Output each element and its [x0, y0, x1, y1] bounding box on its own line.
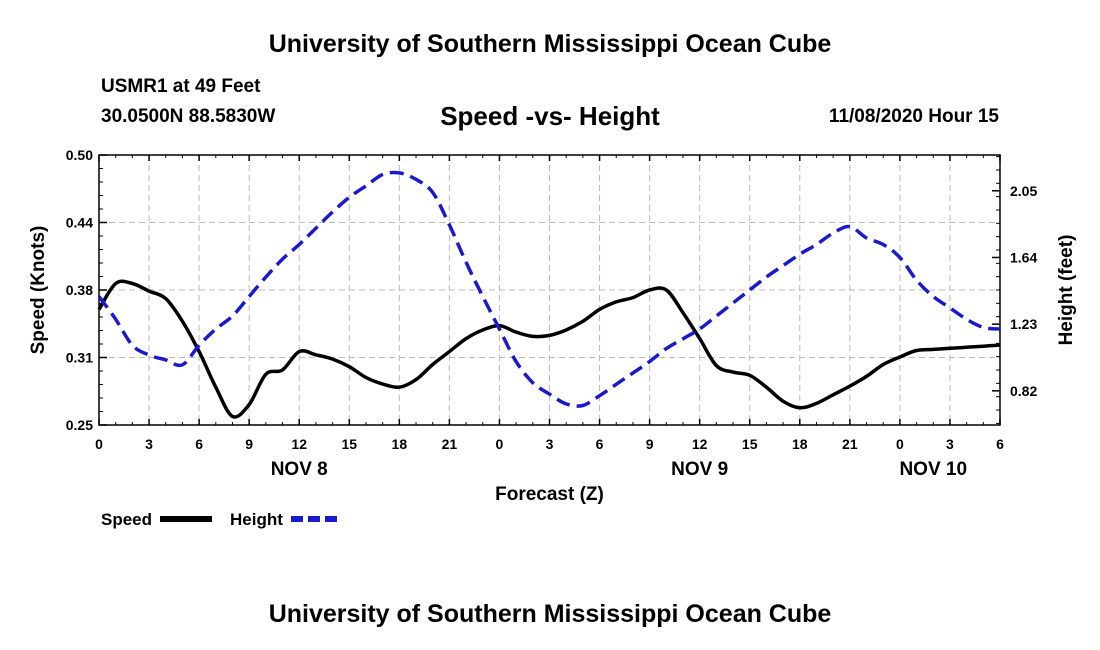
x-tick-label: 3	[546, 436, 554, 452]
x-tick-label: 12	[692, 436, 708, 452]
x-tick-label: 15	[742, 436, 758, 452]
y-right-tick-label: 2.05	[1010, 183, 1037, 199]
y-left-tick-label: 0.31	[66, 350, 93, 366]
chart-title: Speed -vs- Height	[440, 101, 660, 131]
datetime-label: 11/08/2020 Hour 15	[828, 106, 999, 127]
coordinates-label: 30.0500N 88.5830W	[101, 106, 276, 127]
y-left-tick-label: 0.44	[66, 215, 93, 231]
x-tick-label: 21	[442, 436, 458, 452]
x-tick-label: 18	[392, 436, 408, 452]
x-tick-label: 3	[145, 436, 153, 452]
x-tick-label: 18	[792, 436, 808, 452]
y-right-tick-label: 1.23	[1010, 316, 1037, 332]
x-tick-label: 0	[496, 436, 504, 452]
x-tick-label: 3	[946, 436, 954, 452]
y-right-tick-label: 0.82	[1010, 383, 1037, 399]
x-tick-label: 0	[896, 436, 904, 452]
plot-frame	[98, 154, 1001, 426]
x-tick-label: 9	[646, 436, 654, 452]
footer-title: University of Southern Mississippi Ocean…	[268, 600, 832, 628]
y-right-tick-label: 1.64	[1010, 249, 1037, 265]
y-left-tick-label: 0.25	[66, 417, 93, 433]
day-label: NOV 10	[899, 459, 967, 480]
x-tick-label: 21	[842, 436, 858, 452]
x-axis-title: Forecast (Z)	[495, 484, 604, 505]
legend-speed-label: Speed	[101, 510, 152, 529]
y-right-axis-title: Height (feet)	[1056, 235, 1077, 346]
day-label: NOV 9	[671, 459, 728, 480]
x-tick-label: 6	[996, 436, 1004, 452]
x-tick-label: 6	[195, 436, 203, 452]
x-tick-label: 6	[596, 436, 604, 452]
x-tick-label: 0	[95, 436, 103, 452]
y-left-axis-title: Speed (Knots)	[28, 226, 49, 355]
y-left-tick-label: 0.50	[66, 147, 93, 163]
station-label: USMR1 at 49 Feet	[101, 76, 261, 97]
speed-series-line	[97, 279, 1001, 419]
height-series-line	[97, 170, 1001, 408]
legend-height-label: Height	[230, 510, 283, 529]
page-title: University of Southern Mississippi Ocean…	[268, 30, 832, 58]
x-tick-label: 15	[341, 436, 357, 452]
x-tick-label: 12	[291, 436, 307, 452]
y-left-tick-label: 0.38	[66, 282, 93, 298]
day-label: NOV 8	[271, 459, 328, 480]
x-tick-label: 9	[245, 436, 253, 452]
